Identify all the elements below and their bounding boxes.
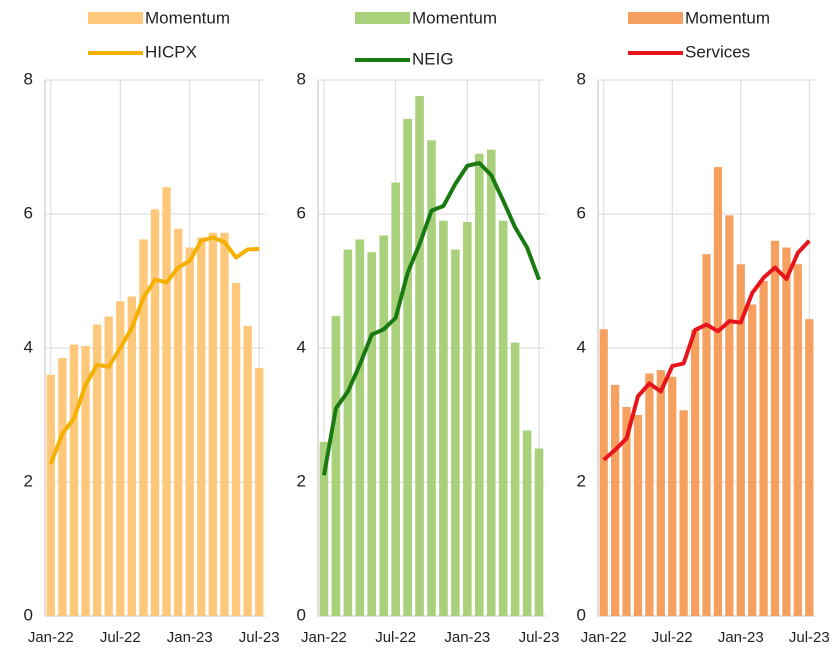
bar xyxy=(343,249,353,616)
bar xyxy=(355,239,365,616)
y-tick-label: 4 xyxy=(24,337,33,356)
y-tick-label: 8 xyxy=(297,69,306,88)
bar xyxy=(391,182,400,616)
bar xyxy=(633,415,643,616)
bar xyxy=(748,304,757,616)
bar xyxy=(173,228,183,617)
y-tick-label: 4 xyxy=(297,337,306,356)
bar xyxy=(220,232,229,616)
bar xyxy=(725,215,734,616)
bar xyxy=(668,376,677,616)
bar xyxy=(439,220,448,616)
x-tick-label: Jan-23 xyxy=(444,629,490,646)
y-tick-label: 4 xyxy=(577,337,586,356)
x-tick-label: Jan-22 xyxy=(581,629,627,646)
bar xyxy=(139,239,148,616)
bar xyxy=(611,384,620,616)
bar xyxy=(185,247,194,616)
y-tick-label: 2 xyxy=(24,471,33,490)
legend-label: Services xyxy=(685,42,750,61)
bar xyxy=(451,249,460,616)
bar xyxy=(92,324,102,616)
bar xyxy=(81,345,90,616)
y-tick-label: 2 xyxy=(297,471,306,490)
bar xyxy=(793,264,802,616)
bar xyxy=(645,373,654,616)
bar xyxy=(534,448,544,616)
line xyxy=(48,235,260,465)
legend-swatch xyxy=(355,12,410,24)
x-tick-label: Jul-23 xyxy=(239,629,280,646)
x-tick-label: Jan-22 xyxy=(28,629,74,646)
bar xyxy=(759,281,768,616)
line xyxy=(602,239,811,462)
y-tick-label: 6 xyxy=(24,203,33,222)
legend-swatch xyxy=(88,12,143,24)
bar xyxy=(58,358,67,616)
bar xyxy=(498,220,508,616)
bar xyxy=(782,247,791,616)
legend-label: HICPX xyxy=(145,42,197,61)
bar xyxy=(104,316,113,616)
bar xyxy=(702,254,711,616)
x-tick-label: Jul-22 xyxy=(100,629,141,646)
bar xyxy=(805,319,814,616)
bar xyxy=(208,232,218,616)
x-tick-label: Jul-23 xyxy=(789,629,830,646)
bar xyxy=(474,153,484,616)
bar xyxy=(736,264,745,616)
bar xyxy=(243,325,252,616)
bar xyxy=(415,96,424,616)
x-tick-label: Jul-23 xyxy=(519,629,560,646)
bar xyxy=(713,167,723,616)
bar xyxy=(367,252,377,616)
bar xyxy=(162,187,171,616)
y-tick-label: 6 xyxy=(297,203,306,222)
bar xyxy=(427,140,436,617)
x-tick-label: Jul-22 xyxy=(375,629,416,646)
legend-swatch xyxy=(628,12,683,24)
bar xyxy=(116,301,125,616)
y-tick-label: 0 xyxy=(577,605,586,624)
bar xyxy=(46,374,55,616)
bar xyxy=(127,296,137,616)
legend-label: Momentum xyxy=(685,8,770,27)
bar xyxy=(69,344,79,616)
x-tick-label: Jan-23 xyxy=(167,629,213,646)
bar xyxy=(150,209,160,616)
line xyxy=(322,161,541,476)
bar xyxy=(522,430,532,616)
bar xyxy=(510,342,520,616)
y-tick-label: 8 xyxy=(577,69,586,88)
bar xyxy=(770,240,780,617)
bar xyxy=(231,283,241,616)
x-tick-label: Jan-23 xyxy=(718,629,764,646)
bar xyxy=(403,118,412,617)
bar xyxy=(486,149,496,616)
y-tick-label: 0 xyxy=(297,605,306,624)
bar xyxy=(197,237,206,616)
bar xyxy=(331,315,341,616)
bar xyxy=(622,406,631,616)
bar xyxy=(319,441,329,616)
bar xyxy=(255,368,264,616)
bar xyxy=(463,222,472,617)
y-tick-label: 6 xyxy=(577,203,586,222)
legend-label: Momentum xyxy=(412,8,497,27)
bar xyxy=(679,410,688,616)
bar xyxy=(379,235,389,616)
bar xyxy=(690,329,700,616)
y-tick-label: 2 xyxy=(577,471,586,490)
x-tick-label: Jul-22 xyxy=(652,629,693,646)
bar xyxy=(599,329,608,616)
bar xyxy=(656,370,665,616)
x-tick-label: Jan-22 xyxy=(301,629,347,646)
y-tick-label: 0 xyxy=(24,605,33,624)
y-tick-label: 8 xyxy=(24,69,33,88)
legend-label: Momentum xyxy=(145,8,230,27)
legend-label: NEIG xyxy=(412,49,454,68)
